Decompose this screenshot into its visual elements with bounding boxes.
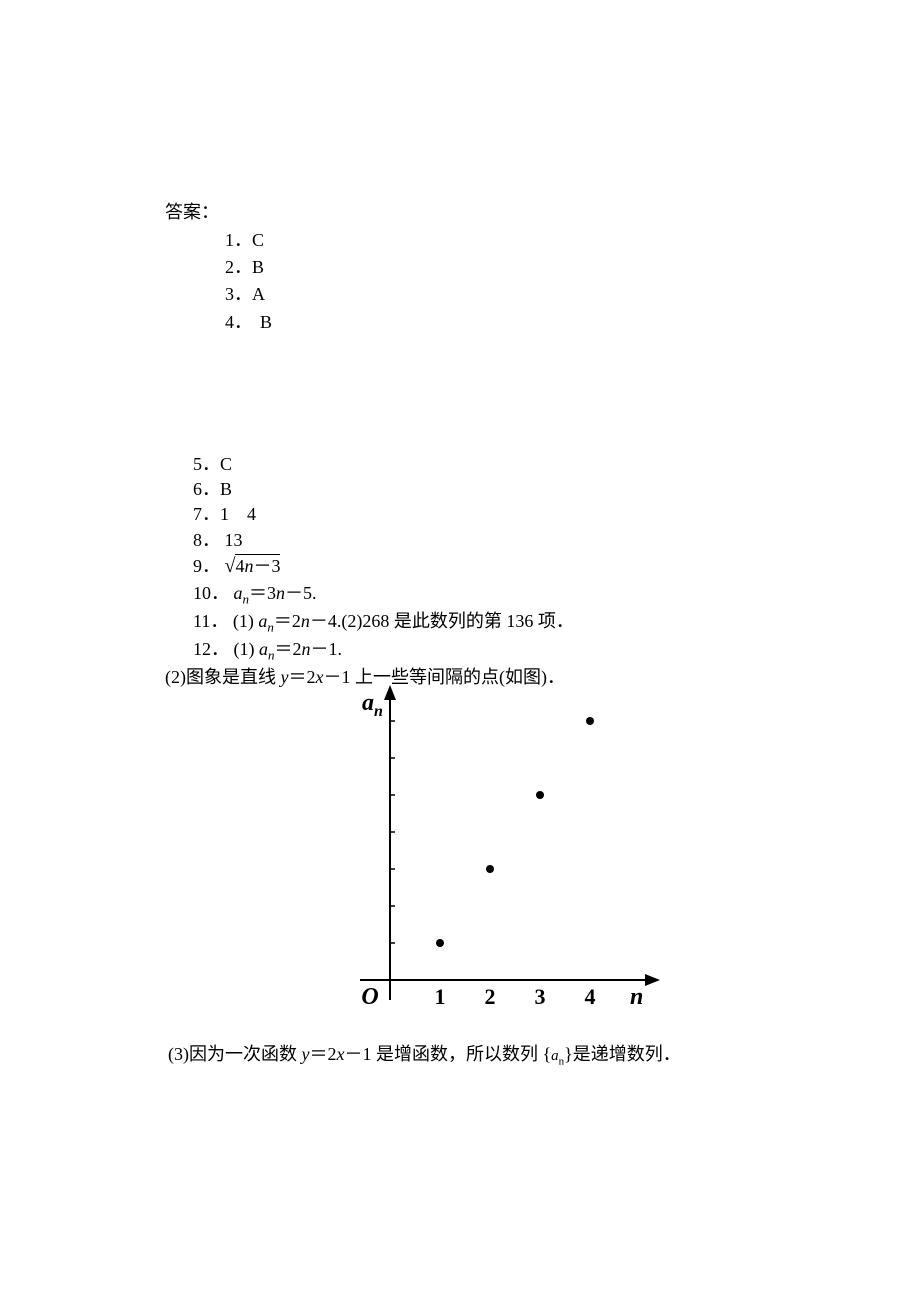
- content-area: 答案： 1．C2．B3．A4．B 5．C6．B7．1 48． 139． √4n－…: [165, 198, 765, 691]
- svg-text:3: 3: [535, 984, 546, 1009]
- question-number: 9．: [193, 556, 220, 576]
- question-number: 1．: [225, 228, 252, 253]
- question-number: 4．: [225, 310, 252, 335]
- footer-seq: an: [551, 1044, 564, 1064]
- footer-suffix: }是递增数列．: [564, 1044, 681, 1064]
- footer-mid: 是增函数，所以数列 {: [372, 1044, 552, 1064]
- answer-item-10: 10． an＝3n－5.: [193, 581, 765, 608]
- sqrt-expression: √4n－3: [225, 553, 281, 580]
- answer-item: 8． 13: [193, 528, 765, 552]
- svg-text:4: 4: [585, 984, 596, 1009]
- answer-value: C: [252, 230, 264, 250]
- answer-group-1: 1．C2．B3．A4．B: [225, 228, 765, 335]
- svg-text:O: O: [361, 984, 378, 1010]
- answer-value: A: [252, 284, 265, 304]
- vertical-gap: [165, 337, 765, 452]
- answer-item-11: 11． (1) an＝2n－4.(2)268 是此数列的第 136 项．: [193, 609, 765, 636]
- q12-part1: (1) an＝2n－1.: [234, 639, 343, 659]
- answer-value: B: [260, 312, 272, 332]
- svg-text:an: an: [362, 690, 383, 720]
- footer-prefix: (3)因为一次函数: [168, 1044, 302, 1064]
- svg-text:n: n: [630, 984, 643, 1010]
- answer-item-9: 9． √4n－3: [193, 553, 765, 580]
- q11-part2: (2)268 是此数列的第 136 项．: [341, 611, 574, 631]
- answer-item: 2．B: [225, 255, 765, 280]
- question-number: 12．: [193, 639, 229, 659]
- footer-text: (3)因为一次函数 y＝2x－1 是增函数，所以数列 {an}是递增数列．: [168, 1040, 818, 1068]
- question-number: 3．: [225, 282, 252, 307]
- answer-item: 3．A: [225, 282, 765, 307]
- formula-var: a: [234, 583, 243, 603]
- q12-part2-prefix: (2)图象是直线: [165, 667, 281, 687]
- chart-svg: 1 2 3 4 Oan n: [310, 680, 690, 1020]
- answer-value: B: [252, 257, 264, 277]
- q11-part1: (1) an＝2n－4.: [233, 611, 342, 631]
- question-number: 2．: [225, 255, 252, 280]
- question-number: 11．: [193, 611, 228, 631]
- question-number: 10．: [193, 583, 229, 603]
- formula-rest: ＝3n－5.: [249, 583, 317, 603]
- answer-item-12a: 12． (1) an＝2n－1.: [193, 637, 765, 664]
- scatter-chart: 1 2 3 4 Oan n: [310, 680, 690, 1020]
- answer-group-2: 5．C6．B7．1 48． 139． √4n－310． an＝3n－5.11． …: [193, 452, 765, 690]
- answer-item: 1．C: [225, 228, 765, 253]
- answers-heading: 答案：: [165, 198, 765, 224]
- answer-item: 4． B: [225, 310, 765, 335]
- answer-item: 5．C: [193, 452, 765, 476]
- svg-text:1: 1: [435, 984, 446, 1009]
- answer-item: 6．B: [193, 477, 765, 501]
- footer-formula: y＝2x－1: [302, 1044, 372, 1064]
- svg-text:2: 2: [485, 984, 496, 1009]
- answer-item: 7．1 4: [193, 502, 765, 526]
